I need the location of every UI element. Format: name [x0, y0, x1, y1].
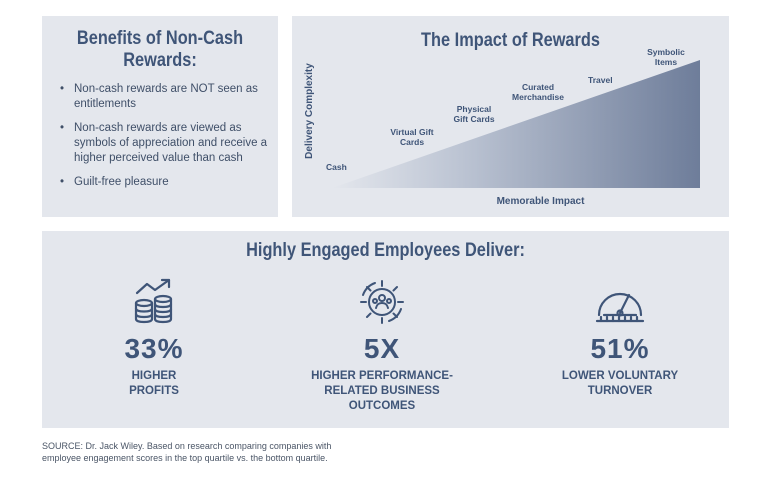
- benefits-title: Benefits of Non-Cash Rewards:: [59, 28, 262, 72]
- label-physical-line2: Gift Cards: [453, 114, 495, 124]
- label-physical-line1: Physical: [456, 104, 492, 114]
- benefits-panel: Benefits of Non-Cash Rewards: Non-cash r…: [42, 16, 278, 217]
- impact-panel: The Impact of Rewards Delivery Complexit…: [292, 16, 729, 217]
- stat-desc-line2: TURNOVER: [587, 385, 653, 397]
- list-item: Non-cash rewards are NOT seen as entitle…: [56, 82, 268, 112]
- stat-value: 33%: [124, 333, 184, 364]
- label-virtual-gift-cards: Virtual Gift Cards: [380, 127, 444, 147]
- stat-profits: 33% HIGHER PROFITS: [102, 277, 206, 399]
- impact-x-axis-label: Memorable Impact: [496, 196, 585, 207]
- label-physical-gift-cards: Physical Gift Cards: [442, 104, 506, 124]
- list-item: Non-cash rewards are viewed as symbols o…: [56, 121, 268, 166]
- label-symbolic-items: Symbolic Items: [634, 47, 698, 67]
- label-curated-line2: Merchandise: [512, 92, 564, 102]
- label-travel-text: Travel: [588, 75, 613, 85]
- source-line2: employee engagement scores in the top qu…: [42, 453, 328, 463]
- engaged-panel: Highly Engaged Employees Deliver: 33% HI…: [42, 231, 729, 428]
- stat-desc-line1: HIGHER: [131, 370, 177, 382]
- label-cash-text: Cash: [326, 162, 347, 172]
- label-virtual-line1: Virtual Gift: [390, 127, 434, 137]
- stat-value: 5X: [363, 333, 401, 364]
- stat-value: 51%: [590, 333, 650, 364]
- label-curated-merchandise: Curated Merchandise: [502, 82, 574, 102]
- stat-turnover: 51% LOWER VOLUNTARY TURNOVER: [549, 277, 691, 399]
- impact-y-axis-label: Delivery Complexity: [304, 63, 315, 159]
- engaged-title: Highly Engaged Employees Deliver:: [246, 240, 525, 261]
- label-travel: Travel: [588, 75, 613, 85]
- stat-description: HIGHER PROFITS: [102, 369, 206, 399]
- stat-desc-line1: LOWER VOLUNTARY: [561, 370, 679, 382]
- benefits-title-line2: Rewards:: [123, 50, 197, 71]
- stat-desc-line3: OUTCOMES: [348, 400, 416, 412]
- label-cash: Cash: [326, 162, 347, 172]
- benefits-list: Non-cash rewards are NOT seen as entitle…: [56, 82, 268, 199]
- label-symbolic-line1: Symbolic: [647, 47, 685, 57]
- stat-description: LOWER VOLUNTARY TURNOVER: [549, 369, 691, 399]
- stat-performance: 5X HIGHER PERFORMANCE- RELATED BUSINESS …: [305, 277, 459, 414]
- benefits-title-line1: Benefits of Non-Cash: [76, 28, 244, 49]
- label-curated-line1: Curated: [521, 82, 555, 92]
- impact-wedge-graphic: [332, 60, 700, 188]
- impact-title: The Impact of Rewards: [421, 30, 600, 51]
- stat-description: HIGHER PERFORMANCE- RELATED BUSINESS OUT…: [305, 369, 459, 414]
- stat-desc-line2: RELATED BUSINESS: [324, 385, 440, 397]
- impact-wedge: [332, 60, 700, 188]
- stat-desc-line2: PROFITS: [129, 385, 179, 397]
- stat-desc-line1: HIGHER PERFORMANCE-: [311, 370, 453, 382]
- list-item: Guilt-free pleasure: [56, 175, 268, 190]
- gauge-icon: [595, 292, 645, 323]
- coins-growth-icon: [134, 278, 173, 324]
- gear-people-icon: [360, 280, 404, 324]
- source-note: SOURCE: Dr. Jack Wiley. Based on researc…: [42, 440, 582, 464]
- label-symbolic-line2: Items: [654, 57, 678, 67]
- source-line1: SOURCE: Dr. Jack Wiley. Based on researc…: [42, 441, 332, 451]
- label-virtual-line2: Cards: [399, 137, 425, 147]
